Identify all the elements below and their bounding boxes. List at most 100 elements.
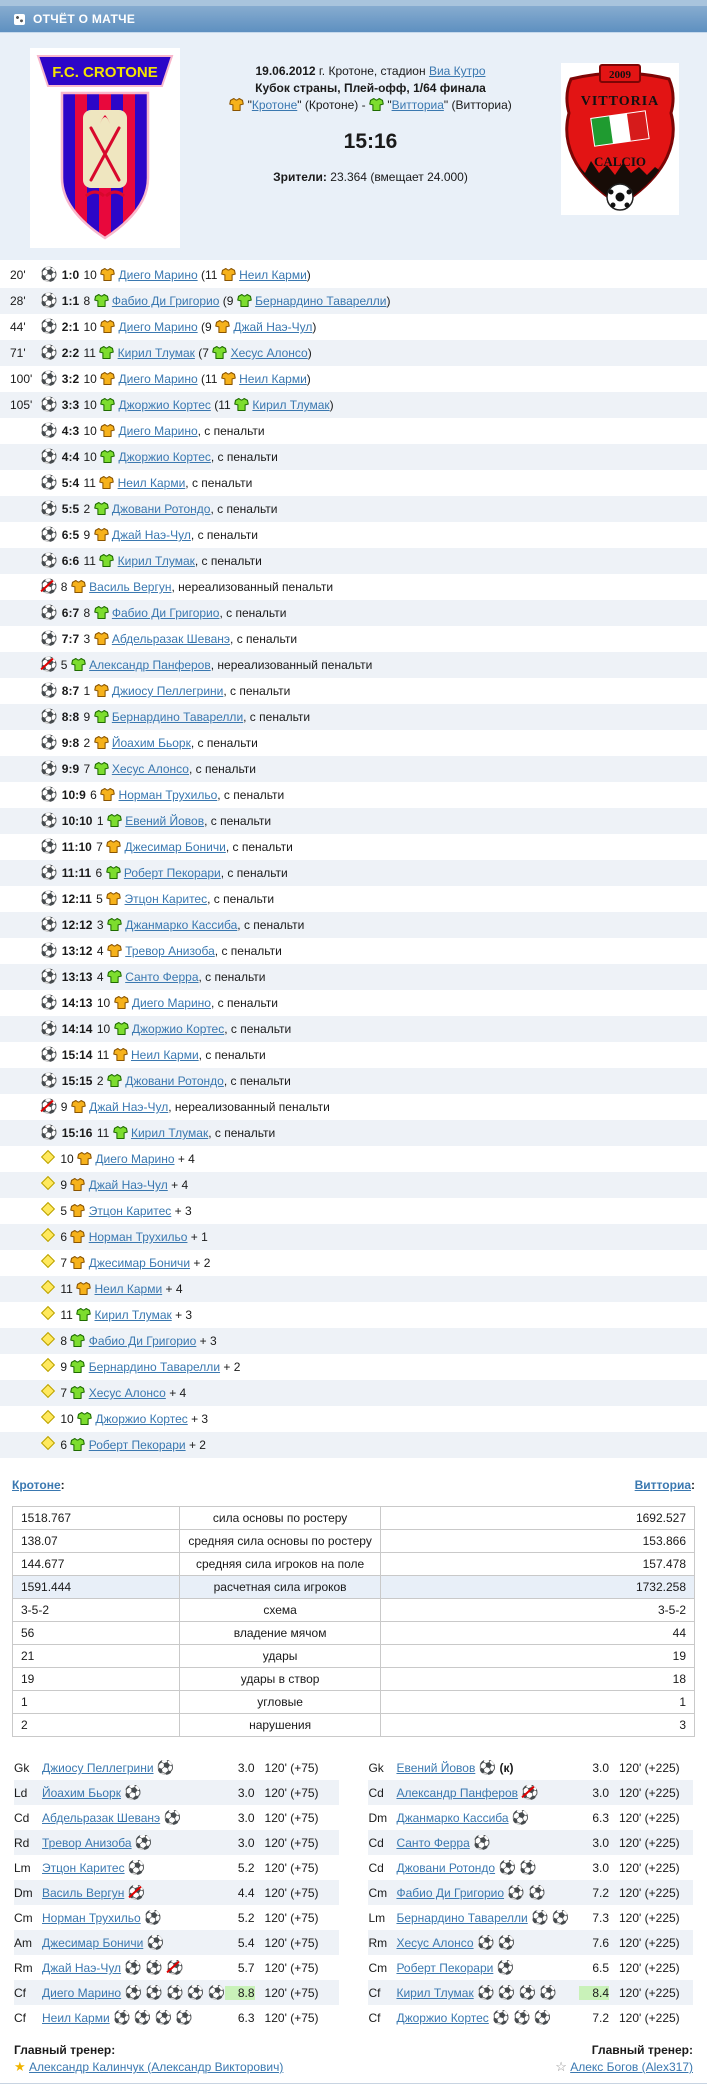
player-link[interactable]: Диего Марино bbox=[118, 320, 198, 334]
player-link[interactable]: Джоржио Кортес bbox=[95, 1412, 188, 1426]
player-link[interactable]: Санто Ферра bbox=[396, 1836, 470, 1850]
player-link[interactable]: Джоржио Кортес bbox=[131, 1022, 225, 1036]
player-link[interactable]: Диего Марино bbox=[131, 996, 211, 1010]
player-link[interactable]: Джоржио Кортес bbox=[118, 398, 211, 412]
player-link[interactable]: Абдельразак Шеванэ bbox=[111, 632, 231, 646]
player-link[interactable]: Джовани Ротондо bbox=[111, 502, 211, 516]
home-team-link[interactable]: Кротоне bbox=[251, 98, 298, 112]
player-link[interactable]: Бернардино Таварелли bbox=[396, 1911, 528, 1925]
bonus-diamond-icon bbox=[40, 1279, 56, 1295]
player-link[interactable]: Джай Наэ-Чул bbox=[42, 1961, 122, 1975]
player-link[interactable]: Неил Карми bbox=[94, 1282, 163, 1296]
player-link[interactable]: Бернардино Таварелли bbox=[88, 1360, 221, 1374]
player-link[interactable]: Василь Вергун bbox=[42, 1886, 125, 1900]
player-cell: Диего Марино ⚽ ⚽ ⚽ ⚽ ⚽ bbox=[42, 1985, 225, 2000]
player-link[interactable]: Этцон Каритес bbox=[124, 892, 208, 906]
player-link[interactable]: Александр Панферов bbox=[396, 1786, 519, 1800]
report-icon bbox=[14, 13, 25, 25]
player-link[interactable]: Норман Трухильо bbox=[118, 788, 218, 802]
bonus-value: + 4 bbox=[165, 1282, 183, 1296]
player-link[interactable]: Джай Наэ-Чул bbox=[111, 528, 191, 542]
penalty-scored-text: , с пенальти bbox=[243, 710, 311, 724]
player-link[interactable]: Фабио Ди Григорио bbox=[88, 1334, 197, 1348]
home-coach-link[interactable]: Александр Калинчук (Александр Викторович… bbox=[29, 2060, 284, 2074]
player-link[interactable]: Йоахим Бьорк bbox=[111, 736, 191, 750]
player-link[interactable]: Джай Наэ-Чул bbox=[88, 1178, 168, 1192]
position-label: Rd bbox=[14, 1835, 30, 1850]
player-link[interactable]: Диего Марино bbox=[95, 1152, 175, 1166]
player-link[interactable]: Джанмарко Кассиба bbox=[125, 918, 238, 932]
player-link[interactable]: Этцон Каритес bbox=[88, 1204, 172, 1218]
player-link[interactable]: Хесус Алонсо bbox=[111, 762, 189, 776]
player-link[interactable]: Джоржио Кортес bbox=[396, 2011, 489, 2025]
player-link[interactable]: Евений Йовов bbox=[125, 814, 205, 828]
player-link[interactable]: Бернардино Таварелли bbox=[255, 294, 387, 308]
player-link[interactable]: Джесимар Боничи bbox=[124, 840, 226, 854]
player-link[interactable]: Роберт Пекорари bbox=[396, 1961, 494, 1975]
player-link[interactable]: Абдельразак Шеванэ bbox=[42, 1811, 161, 1825]
player-link[interactable]: Роберт Пекорари bbox=[88, 1438, 186, 1452]
player-link[interactable]: Диего Марино bbox=[42, 1986, 122, 2000]
player-link[interactable]: Йоахим Бьорк bbox=[42, 1786, 121, 1800]
player-link[interactable]: Евений Йовов bbox=[396, 1761, 476, 1775]
player-link[interactable]: Джиосу Пеллегрини bbox=[111, 684, 224, 698]
player-link[interactable]: Неил Карми bbox=[130, 1048, 199, 1062]
penalty-row: ⚽ 13:12 4 Тревор Анизоба, с пенальти bbox=[0, 938, 707, 964]
goal-ball-icon: ⚽ bbox=[512, 2010, 531, 2025]
stadium-link[interactable]: Виа Кутро bbox=[428, 64, 486, 78]
player-link[interactable]: Диего Марино bbox=[118, 424, 198, 438]
player-link[interactable]: Джанмарко Кассиба bbox=[396, 1811, 509, 1825]
player-link[interactable]: Александр Панферов bbox=[89, 658, 211, 672]
player-link[interactable]: Джай Наэ-Чул bbox=[89, 1100, 169, 1114]
player-link[interactable]: Кирил Тлумак bbox=[117, 346, 195, 360]
player-link[interactable]: Неил Карми bbox=[239, 372, 307, 386]
player-link[interactable]: Кирил Тлумак bbox=[130, 1126, 209, 1140]
player-link[interactable]: Джай Наэ-Чул bbox=[233, 320, 313, 334]
player-link[interactable]: Санто Ферра bbox=[125, 970, 199, 984]
player-link[interactable]: Тревор Анизоба bbox=[42, 1836, 132, 1850]
player-link[interactable]: Норман Трухильо bbox=[88, 1230, 188, 1244]
player-link[interactable]: Джиосу Пеллегрини bbox=[42, 1761, 154, 1775]
event-minute: 28' bbox=[10, 294, 26, 308]
player-link[interactable]: Джовани Ротондо bbox=[125, 1074, 224, 1088]
player-link[interactable]: Джовани Ротондо bbox=[396, 1861, 496, 1875]
player-link[interactable]: Тревор Анизоба bbox=[125, 944, 215, 958]
stats-away-link[interactable]: Витториа bbox=[634, 1478, 691, 1492]
player-link[interactable]: Бернардино Таварелли bbox=[111, 710, 244, 724]
player-link[interactable]: Этцон Каритес bbox=[42, 1861, 125, 1875]
player-link[interactable]: Неил Карми bbox=[117, 476, 186, 490]
player-link[interactable]: Василь Вергун bbox=[89, 580, 172, 594]
player-link[interactable]: Джесимар Боничи bbox=[42, 1936, 144, 1950]
home-shirt-icon bbox=[106, 839, 121, 854]
player-link[interactable]: Джесимар Боничи bbox=[88, 1256, 191, 1270]
player-link[interactable]: Фабио Ди Григорио bbox=[396, 1886, 505, 1900]
player-link[interactable]: Кирил Тлумак bbox=[117, 554, 195, 568]
player-row: Gk Джиосу Пеллегрини ⚽ 3.0 120' (+75) bbox=[14, 1755, 339, 1780]
player-link[interactable]: Кирил Тлумак bbox=[94, 1308, 172, 1322]
player-rating: 6.3 bbox=[592, 1810, 609, 1825]
player-link[interactable]: Диего Марино bbox=[118, 372, 198, 386]
player-link[interactable]: Роберт Пекорари bbox=[123, 866, 221, 880]
player-link[interactable]: Хесус Алонсо bbox=[88, 1386, 166, 1400]
player-link[interactable]: Кирил Тлумак bbox=[396, 1986, 474, 2000]
away-coach-link[interactable]: Алекс Богов (Alex317) bbox=[570, 2060, 693, 2074]
player-rating: 5.7 bbox=[237, 1960, 255, 1975]
player-link[interactable]: Диего Марино bbox=[118, 268, 198, 282]
minutes-played: 120' (+225) bbox=[619, 1985, 680, 2000]
player-link[interactable]: Фабио Ди Григорио bbox=[111, 606, 220, 620]
player-link[interactable]: Фабио Ди Григорио bbox=[111, 294, 220, 308]
player-link[interactable]: Хесус Алонсо bbox=[396, 1936, 474, 1950]
match-date: 19.06.2012 bbox=[255, 64, 316, 78]
stat-label: средняя сила основы по ростеру bbox=[179, 1529, 382, 1553]
page-header: ОТЧЁТ О МАТЧЕ bbox=[0, 6, 707, 33]
away-team-link[interactable]: Витториа bbox=[391, 98, 444, 112]
player-link[interactable]: Джоржио Кортес bbox=[118, 450, 211, 464]
player-cell: Хесус Алонсо ⚽ ⚽ bbox=[396, 1935, 579, 1950]
player-link[interactable]: Неил Карми bbox=[239, 268, 307, 282]
home-stat-value: 1 bbox=[11, 1690, 181, 1714]
player-link[interactable]: Хесус Алонсо bbox=[230, 346, 308, 360]
stats-home-link[interactable]: Кротоне bbox=[12, 1478, 61, 1492]
player-link[interactable]: Неил Карми bbox=[42, 2011, 110, 2025]
player-link[interactable]: Кирил Тлумак bbox=[252, 398, 330, 412]
player-link[interactable]: Норман Трухильо bbox=[42, 1911, 141, 1925]
